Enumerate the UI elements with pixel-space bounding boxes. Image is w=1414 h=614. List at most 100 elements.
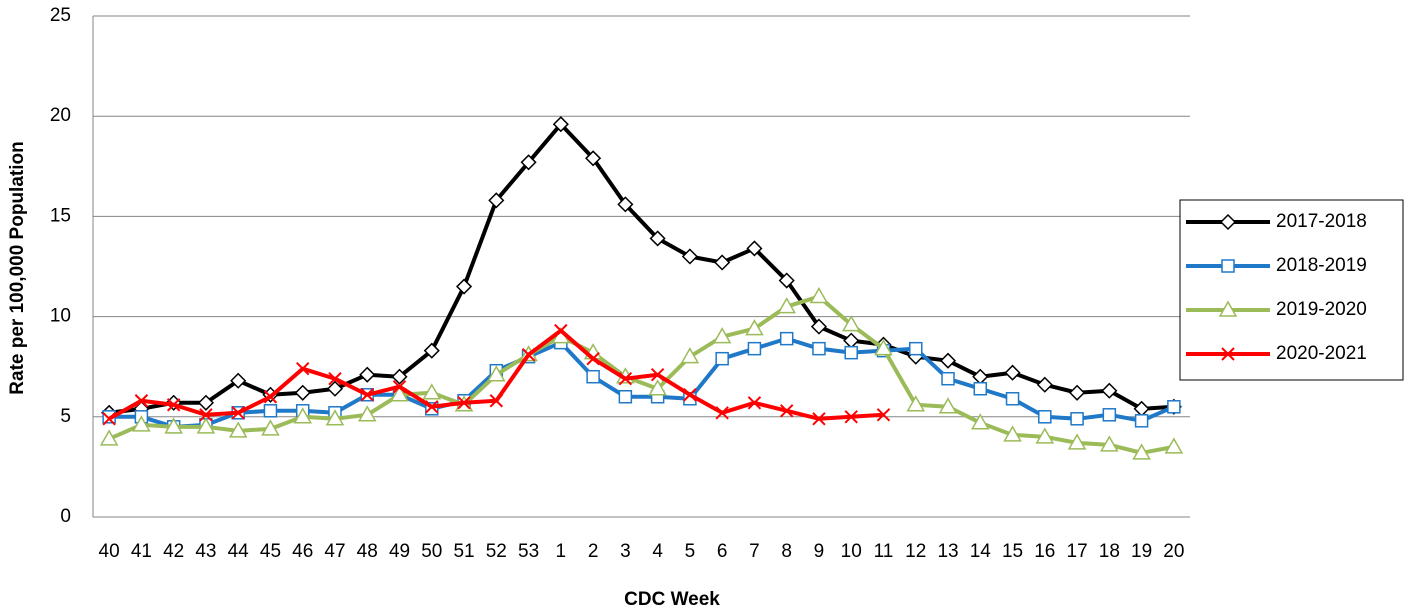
marker xyxy=(906,395,926,412)
marker xyxy=(938,397,958,414)
marker xyxy=(357,405,377,422)
marker xyxy=(681,248,698,265)
x-tick-label: 6 xyxy=(717,541,728,562)
marker xyxy=(164,417,183,434)
x-tick-label: 12 xyxy=(905,541,926,562)
marker xyxy=(1101,382,1118,399)
marker xyxy=(359,366,376,383)
marker xyxy=(132,415,151,432)
marker xyxy=(1164,437,1184,454)
marker xyxy=(1218,300,1238,317)
y-axis-title: Rate per 100,000 Population xyxy=(7,141,28,394)
x-tick-label: 45 xyxy=(260,541,281,562)
x-tick-label: 5 xyxy=(685,541,696,562)
x-tick-label: 7 xyxy=(749,541,760,562)
marker xyxy=(1004,364,1021,381)
marker xyxy=(747,396,762,410)
marker xyxy=(1003,425,1022,442)
marker xyxy=(715,351,729,366)
y-tick-label: 0 xyxy=(60,506,71,527)
marker xyxy=(746,240,763,257)
marker xyxy=(745,319,764,336)
legend-box xyxy=(1179,199,1404,381)
marker xyxy=(970,413,990,430)
x-tick-label: 41 xyxy=(131,541,152,562)
marker xyxy=(844,345,858,360)
x-tick-label: 44 xyxy=(228,541,250,562)
marker xyxy=(618,390,633,404)
marker xyxy=(809,287,829,304)
marker xyxy=(326,380,344,397)
x-tick-label: 17 xyxy=(1067,541,1088,562)
x-tick-label: 9 xyxy=(814,541,825,562)
marker xyxy=(552,116,569,133)
marker xyxy=(423,342,440,359)
marker xyxy=(554,323,568,338)
marker xyxy=(650,368,665,382)
series-line xyxy=(108,122,1174,415)
x-tick-label: 53 xyxy=(518,541,539,562)
legend-label: 2019-2020 xyxy=(1276,299,1367,320)
x-tick-label: 10 xyxy=(841,541,862,562)
marker xyxy=(1221,347,1235,361)
marker xyxy=(777,297,796,314)
marker xyxy=(196,417,216,434)
marker xyxy=(586,351,600,366)
x-tick-label: 49 xyxy=(389,541,410,562)
marker xyxy=(360,388,374,402)
marker xyxy=(1219,213,1237,231)
marker xyxy=(521,347,536,362)
marker xyxy=(715,406,729,420)
x-tick-label: 16 xyxy=(1034,541,1055,562)
marker xyxy=(1167,400,1181,414)
marker xyxy=(972,368,989,385)
marker xyxy=(489,394,504,408)
marker xyxy=(841,315,861,332)
marker xyxy=(425,400,439,414)
marker xyxy=(422,383,442,400)
marker xyxy=(228,421,248,438)
marker xyxy=(1036,376,1053,393)
marker xyxy=(457,396,471,410)
marker xyxy=(586,369,600,384)
marker xyxy=(296,361,310,376)
marker xyxy=(197,394,214,411)
marker xyxy=(261,419,280,436)
marker xyxy=(876,408,891,422)
marker xyxy=(909,341,923,356)
marker xyxy=(166,398,181,412)
x-tick-label: 8 xyxy=(781,541,792,562)
marker xyxy=(487,365,506,382)
marker xyxy=(263,404,278,418)
marker xyxy=(1134,414,1149,428)
marker xyxy=(812,341,826,356)
x-tick-label: 43 xyxy=(195,541,216,562)
x-tick-label: 48 xyxy=(357,541,378,562)
x-tick-label: 13 xyxy=(937,541,958,562)
marker xyxy=(778,272,795,289)
y-tick-label: 15 xyxy=(50,205,71,226)
marker xyxy=(939,352,957,369)
marker xyxy=(455,278,473,295)
marker xyxy=(199,408,213,422)
y-tick-label: 5 xyxy=(60,406,71,427)
marker xyxy=(390,385,409,402)
x-tick-label: 19 xyxy=(1131,541,1152,562)
x-tick-label: 18 xyxy=(1099,541,1120,562)
x-tick-label: 52 xyxy=(486,541,507,562)
x-tick-label: 51 xyxy=(453,541,474,562)
marker xyxy=(585,150,602,167)
y-tick-label: 20 xyxy=(50,105,71,126)
x-tick-label: 46 xyxy=(292,541,313,562)
marker xyxy=(1005,392,1020,406)
marker xyxy=(263,390,278,404)
marker xyxy=(812,412,826,426)
marker xyxy=(779,331,794,346)
legend-label: 2018-2019 xyxy=(1276,255,1367,276)
marker xyxy=(294,384,311,401)
marker xyxy=(714,254,731,271)
legend-label: 2020-2021 xyxy=(1276,343,1367,364)
marker xyxy=(648,379,667,396)
marker xyxy=(874,339,893,356)
